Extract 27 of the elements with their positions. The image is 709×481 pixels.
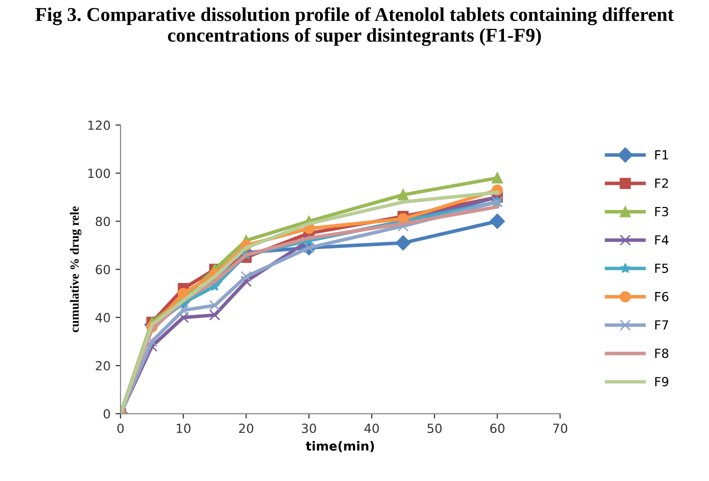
x-axis-title: time(min)	[306, 441, 374, 452]
legend-label: F9	[655, 376, 668, 386]
y-tick-label: 120	[88, 120, 110, 130]
y-tick-label: 40	[96, 312, 110, 322]
y-tick-label: 20	[96, 361, 110, 370]
y-tick-label: 80	[96, 216, 110, 226]
legend-label: F6	[655, 292, 668, 302]
x-tick-label: 0	[117, 424, 124, 434]
x-tick-label: 70	[553, 424, 568, 434]
x-tick-label: 30	[302, 424, 316, 434]
legend-label: F8	[655, 348, 668, 358]
x-tick-label: 50	[428, 424, 442, 434]
chart-title: Fig 3. Comparative dissolution profile of Atenolol tablets containing different concentrations of super disintegrants (F1-F9)	[35, 7, 674, 46]
x-tick-label: 20	[239, 424, 254, 434]
x-tick-label: 40	[364, 424, 379, 434]
legend-label: F2	[655, 178, 668, 188]
legend-label: F5	[655, 264, 668, 273]
y-axis-title: cumulative % drug rele	[70, 206, 82, 332]
legend-label: F3	[655, 206, 668, 216]
legend-label: F7	[655, 320, 668, 330]
y-tick-label: 100	[88, 168, 110, 178]
x-tick-label: 10	[176, 424, 190, 434]
legend-label: F1	[655, 150, 668, 160]
y-tick-label: 60	[96, 264, 110, 274]
y-tick-label: 0	[104, 409, 110, 419]
legend-label: F4	[655, 235, 668, 244]
x-tick-label: 60	[490, 424, 504, 434]
